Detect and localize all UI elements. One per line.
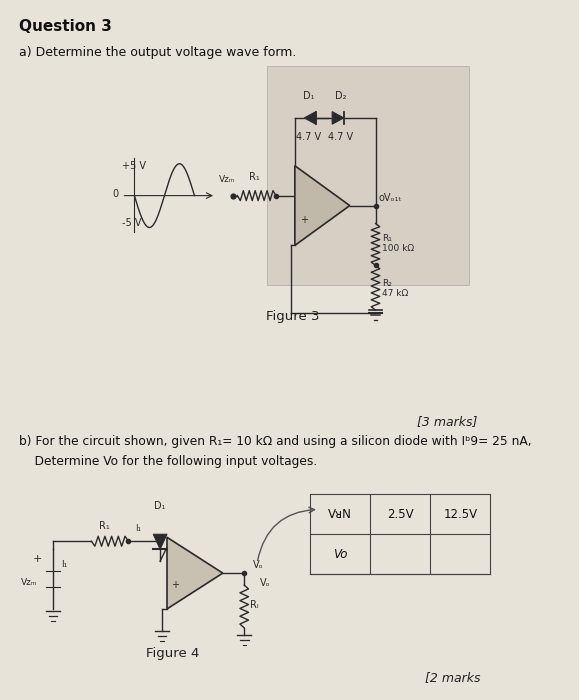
Text: R₁
100 kΩ: R₁ 100 kΩ [382, 234, 415, 253]
Text: D₁: D₁ [155, 501, 166, 512]
Text: 4.7 V: 4.7 V [296, 132, 321, 142]
Text: Vo: Vo [333, 547, 347, 561]
Text: Vₒ: Vₒ [259, 578, 270, 588]
Text: R₂
47 kΩ: R₂ 47 kΩ [382, 279, 409, 298]
Text: I₁: I₁ [135, 524, 141, 533]
Text: a) Determine the output voltage wave form.: a) Determine the output voltage wave for… [19, 46, 296, 60]
Text: +: + [33, 554, 43, 564]
Text: VᴚN: VᴚN [328, 508, 352, 521]
Polygon shape [332, 111, 344, 124]
Text: D₂: D₂ [335, 91, 346, 101]
Text: +: + [171, 580, 179, 590]
Text: Determine Vo for the following input voltages.: Determine Vo for the following input vol… [19, 454, 317, 468]
Text: 4.7 V: 4.7 V [328, 132, 353, 142]
Text: Vᴢₘ: Vᴢₘ [21, 578, 38, 587]
Text: D₁: D₁ [303, 91, 314, 101]
Polygon shape [305, 111, 316, 124]
Text: Figure 3: Figure 3 [266, 310, 320, 323]
Text: +5 V: +5 V [122, 161, 145, 171]
Text: oVₒ₁ₜ: oVₒ₁ₜ [378, 193, 402, 202]
Text: Vₒ: Vₒ [253, 560, 263, 570]
Text: Rₗ: Rₗ [250, 600, 259, 610]
Text: R₁: R₁ [249, 172, 260, 182]
Polygon shape [295, 166, 350, 246]
Text: Question 3: Question 3 [19, 20, 111, 34]
Text: R₁: R₁ [99, 522, 110, 531]
Bar [267, 66, 469, 286]
Polygon shape [153, 534, 167, 550]
Text: 0: 0 [113, 188, 119, 199]
Text: +: + [300, 214, 308, 225]
Text: -5 V: -5 V [122, 218, 141, 228]
Text: [2 marks: [2 marks [424, 671, 480, 684]
Text: 12.5V: 12.5V [444, 508, 478, 521]
Text: Figure 4: Figure 4 [146, 647, 200, 660]
Text: I₁: I₁ [61, 559, 68, 568]
Text: 2.5V: 2.5V [387, 508, 414, 521]
Text: Vᴢₘ: Vᴢₘ [218, 175, 235, 183]
Polygon shape [167, 538, 223, 609]
Text: Iᶠ: Iᶠ [167, 540, 173, 549]
Text: b) For the circuit shown, given R₁= 10 kΩ and using a silicon diode with Iᵇ9= 25: b) For the circuit shown, given R₁= 10 k… [19, 435, 531, 448]
Text: [3 marks]: [3 marks] [417, 414, 478, 428]
